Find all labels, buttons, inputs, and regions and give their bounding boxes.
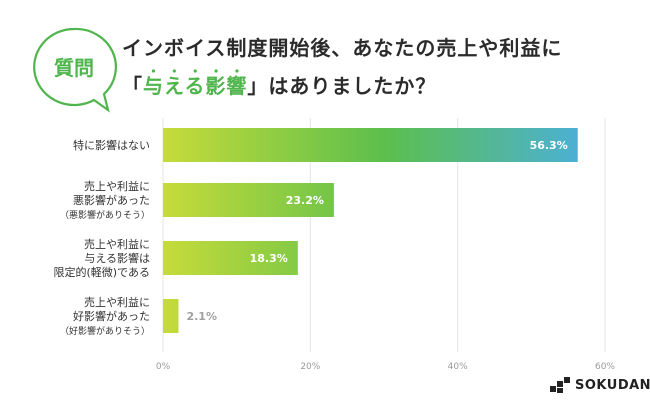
bar [163, 128, 578, 162]
category-label: 限定的(軽微)である [54, 265, 150, 279]
category-label: （悪影響がありそう） [60, 209, 150, 221]
sokudan-logo: SOKUDAN [549, 376, 650, 394]
title-quote-close: 」 [247, 74, 269, 98]
logo-text: SOKUDAN [575, 377, 650, 393]
category-label: 特に影響はない [73, 138, 150, 152]
page-title-line1: インボイス制度開始後、あなたの売上や利益に [122, 36, 563, 60]
category-label: 売上や利益に [84, 179, 150, 193]
bar [163, 183, 334, 217]
bar [163, 299, 179, 333]
category-label: 売上や利益に [84, 295, 150, 309]
category-label: 与える影響は [84, 251, 150, 265]
category-label: 好影響があった [73, 309, 150, 323]
category-label: 売上や利益に [84, 237, 150, 251]
x-tick-label: 0% [156, 362, 171, 372]
bar-value-label: 18.3% [250, 252, 288, 265]
bar-value-label: 56.3% [530, 139, 568, 152]
category-label: 悪影響があった [73, 193, 150, 207]
badge-label: 質問 [54, 56, 94, 80]
category-label: （好影響がありそう） [60, 325, 150, 337]
x-tick-label: 60% [595, 362, 615, 372]
x-tick-label: 20% [300, 362, 320, 372]
title-quote-open: 「 [122, 74, 143, 98]
sokudan-logo-icon [550, 377, 570, 393]
title-rest: はありましたか？ [268, 74, 437, 98]
bar [163, 241, 298, 275]
title-highlight: 与える影響 [143, 74, 248, 98]
page-title-line2: 「与える影響」はありましたか？ [122, 70, 436, 99]
bar-value-label: 2.1% [186, 310, 217, 323]
bar-value-label: 23.2% [286, 194, 324, 207]
speech-bubble-icon [33, 27, 117, 113]
question-badge: 質問 [24, 24, 124, 114]
x-tick-label: 40% [448, 362, 468, 372]
